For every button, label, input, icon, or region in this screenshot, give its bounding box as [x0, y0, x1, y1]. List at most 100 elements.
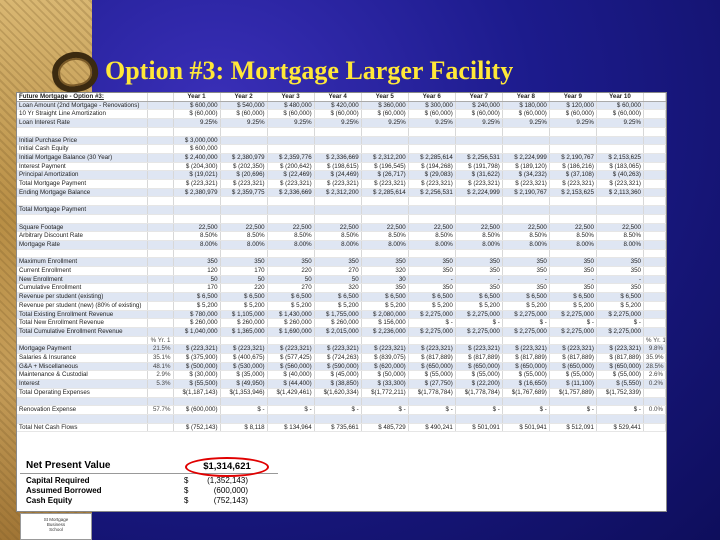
table-cell: 350	[596, 257, 645, 267]
table-cell: 270	[267, 283, 315, 294]
table-cell: $(1,353,946)	[220, 388, 268, 398]
table-cell: $ 6,500	[314, 292, 362, 302]
table-cell: $ (500,000)	[173, 362, 221, 372]
table-cell: $ 6,500	[502, 292, 550, 302]
summary-label: Cash Equity	[26, 496, 73, 505]
pct-year1-cell	[147, 423, 174, 433]
summary-value: (752,143)	[213, 496, 248, 505]
table-cell: 22,500	[596, 223, 645, 233]
table-cell	[361, 397, 409, 407]
year-header: Year 1	[173, 93, 221, 102]
table-cell: $ 2,275,000	[455, 310, 503, 320]
table-cell: $ 6,500	[220, 292, 268, 302]
table-cell: 8.50%	[596, 231, 645, 241]
row-label: Salaries & Insurance	[17, 353, 148, 363]
table-cell	[408, 127, 456, 137]
table-cell: 350	[549, 266, 597, 276]
pct-year10-cell	[643, 414, 666, 424]
row-label: Square Footage	[17, 223, 148, 233]
pct-year10-cell	[643, 162, 666, 172]
table-cell: $ (194,268)	[408, 162, 456, 172]
pct-year1-cell	[147, 318, 174, 328]
table-row	[17, 249, 666, 259]
table-cell: $ (186,216)	[549, 162, 597, 172]
table-cell: $ 2,359,775	[220, 188, 268, 198]
table-cell: $ 2,113,360	[596, 188, 645, 198]
table-cell	[361, 127, 409, 137]
table-header-row: Future Mortgage - Option #3: Year 1 Year …	[17, 93, 666, 102]
table-cell: $ 260,000	[314, 318, 362, 328]
table-cell: $ 260,000	[173, 318, 221, 328]
pct-year1-cell	[147, 275, 174, 285]
summary-row: Assumed Borrowed $ (600,000)	[20, 486, 278, 496]
table-cell	[408, 136, 456, 146]
table-cell	[267, 336, 315, 346]
table-cell: $ (37,108)	[549, 170, 597, 180]
table-cell: 9.25%	[408, 118, 456, 128]
table-cell: $ (33,300)	[361, 379, 409, 389]
pct-year10-cell	[643, 179, 666, 189]
table-cell: $ (27,750)	[408, 379, 456, 389]
table-cell	[596, 414, 645, 424]
table-cell: 220	[220, 283, 268, 294]
table-cell: $ 6,500	[408, 292, 456, 302]
pct-year1-cell	[147, 205, 174, 215]
pct-year1-cell	[147, 301, 174, 311]
table-cell: $ 529,441	[596, 423, 645, 433]
table-cell	[408, 214, 456, 224]
pct-year10-cell	[643, 249, 666, 259]
table-cell	[549, 205, 597, 215]
table-cell	[502, 205, 550, 215]
table-cell: $ -	[455, 405, 503, 415]
table-cell: $ (650,000)	[549, 362, 597, 372]
row-label: Total Cumulative Enrollment Revenue	[17, 327, 148, 337]
table-row: Total New Enrollment Revenue $ 260,000 $ 2…	[17, 318, 666, 328]
year-header: Year 5	[361, 93, 409, 102]
pct-year10-cell	[643, 214, 666, 224]
table-cell: $ 2,275,000	[502, 310, 550, 320]
table-cell: 8.50%	[173, 231, 221, 241]
table-cell: $ 260,000	[267, 318, 315, 328]
summary-value: (600,000)	[213, 486, 248, 495]
table-cell	[549, 214, 597, 224]
table-cell	[596, 249, 645, 259]
year-header: Year 4	[314, 93, 362, 102]
table-cell: $(1,778,784)	[408, 388, 456, 398]
table-cell: $ 600,000	[173, 144, 221, 154]
table-cell	[314, 127, 362, 137]
table-cell: $ (60,000)	[408, 109, 456, 120]
table-cell	[596, 196, 645, 207]
table-cell	[502, 196, 550, 207]
table-cell: -	[408, 275, 456, 285]
row-label	[17, 214, 148, 224]
table-cell	[408, 397, 456, 407]
table-cell: $ (650,000)	[596, 362, 645, 372]
table-cell	[596, 136, 645, 146]
table-row: Loan Interest Rate 9.25% 9.25% 9.25% 9.25% 9.…	[17, 118, 666, 128]
table-row	[17, 127, 666, 137]
table-row: Total Cumulative Enrollment Revenue $ 1,0…	[17, 327, 666, 337]
pct-year1-cell	[147, 153, 174, 163]
table-cell: 350	[361, 283, 409, 294]
table-cell: 50	[173, 275, 221, 285]
table-row: Mortgage Payment 21.5% $ (223,321) $ (223,3…	[17, 344, 666, 355]
table-cell: $ 60,000	[596, 101, 645, 111]
pct-year10-cell	[643, 292, 666, 302]
table-cell: $ (60,000)	[502, 109, 550, 120]
table-cell: 120	[173, 266, 221, 276]
row-label: Revenue per student (new) (80% of existi…	[17, 301, 148, 311]
pct-year10-cell	[643, 388, 666, 398]
table-cell	[220, 127, 268, 137]
table-cell: -	[455, 275, 503, 285]
table-cell	[455, 205, 503, 215]
table-cell	[455, 127, 503, 137]
table-cell: 350	[455, 257, 503, 267]
table-cell: $ 1,040,000	[173, 327, 221, 337]
table-cell: $ (38,850)	[314, 379, 362, 389]
table-cell	[549, 144, 597, 154]
pct-year1-cell	[147, 118, 174, 128]
table-cell: $ (34,232)	[502, 170, 550, 180]
table-cell: $ (30,000)	[173, 370, 221, 381]
table-cell: $ (55,500)	[173, 379, 221, 389]
table-cell: $ (223,321)	[455, 179, 503, 189]
